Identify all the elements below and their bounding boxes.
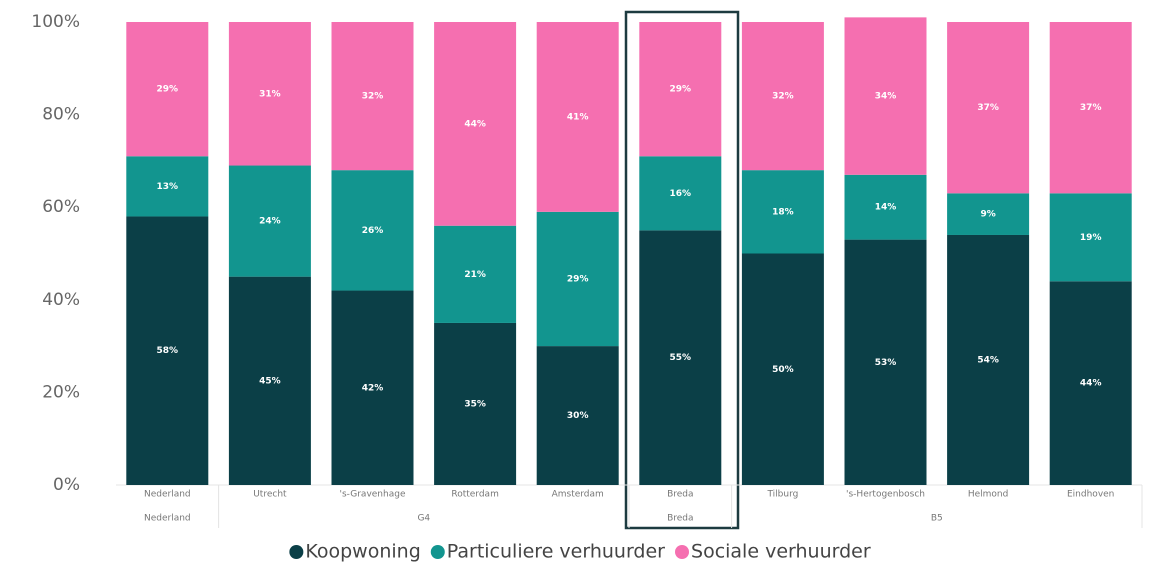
bar-segment <box>947 22 1030 194</box>
value-label: 19% <box>1080 233 1102 243</box>
value-label: 53% <box>875 358 897 368</box>
legend-marker <box>289 545 304 559</box>
value-label: 21% <box>464 270 486 280</box>
value-label: 45% <box>259 376 281 386</box>
x-tick-label: Amsterdam <box>552 490 604 500</box>
legend-label: Sociale verhuurder <box>691 541 871 563</box>
value-label: 50% <box>772 365 794 375</box>
bar-segment <box>536 211 619 347</box>
bar-segment <box>741 22 824 171</box>
bar-segment <box>741 170 824 254</box>
bar-segment <box>331 290 414 485</box>
x-tick-label: 's-Gravenhage <box>340 490 406 500</box>
legend-label: Koopwoning <box>305 541 420 563</box>
value-label: 29% <box>567 274 589 284</box>
bar-segment <box>434 22 517 226</box>
value-label: 37% <box>977 103 999 113</box>
value-label: 9% <box>980 210 995 220</box>
legend-marker <box>430 545 445 559</box>
value-label: 16% <box>670 189 692 199</box>
value-label: 44% <box>1080 379 1102 389</box>
bar-segment <box>434 225 517 323</box>
bar-segment <box>844 239 927 485</box>
bar-segment <box>331 170 414 291</box>
value-label: 32% <box>772 92 794 102</box>
bar-segment <box>126 156 209 217</box>
bar-segment <box>844 174 927 240</box>
bar-segment <box>947 193 1030 235</box>
y-tick-label: 40% <box>42 290 80 310</box>
selection-box <box>624 10 740 530</box>
bar-segment <box>639 22 722 157</box>
value-label: 44% <box>464 119 486 129</box>
legend-marker <box>675 545 690 559</box>
value-label: 32% <box>362 92 384 102</box>
bar-segment <box>1049 281 1132 485</box>
y-tick-label: 80% <box>42 105 80 125</box>
bar-segment <box>228 165 311 277</box>
group-label: Nederland <box>144 514 191 524</box>
group-label: G4 <box>417 514 430 524</box>
value-label: 26% <box>362 226 384 236</box>
bar-segment <box>228 22 311 166</box>
bar-segment <box>331 22 414 171</box>
value-label: 54% <box>977 355 999 365</box>
y-tick-label: 0% <box>53 475 80 495</box>
value-label: 35% <box>464 399 486 409</box>
value-label: 37% <box>1080 103 1102 113</box>
x-tick-label: Utrecht <box>253 490 287 500</box>
value-label: 29% <box>670 85 692 95</box>
group-label: Breda <box>667 514 693 524</box>
value-label: 41% <box>567 112 589 122</box>
bar-segment <box>228 276 311 485</box>
y-tick-label: 60% <box>42 197 80 217</box>
x-tick-label: Helmond <box>968 490 1009 500</box>
bar-segment <box>639 156 722 231</box>
bar-segment <box>844 17 927 175</box>
bar-segment <box>1049 193 1132 282</box>
bar-segment <box>1049 22 1132 194</box>
x-tick-label: 's-Hertogenbosch <box>846 490 925 500</box>
x-tick-label: Nederland <box>144 490 191 500</box>
value-label: 30% <box>567 411 589 421</box>
legend: Koopwoning Particuliere verhuurder Sociale… <box>289 541 871 563</box>
value-label: 13% <box>157 182 179 192</box>
legend-label: Particuliere verhuurder <box>447 541 665 563</box>
value-label: 31% <box>259 89 281 99</box>
y-tick-label: 100% <box>31 12 80 32</box>
group-label: B5 <box>931 514 943 524</box>
x-tick-label: Tilburg <box>766 490 798 500</box>
bar-segment <box>126 22 209 157</box>
value-label: 34% <box>875 92 897 102</box>
bar-segment <box>536 346 619 485</box>
bar-segment <box>536 22 619 212</box>
x-tick-label: Breda <box>667 490 693 500</box>
value-label: 58% <box>157 346 179 356</box>
x-tick-label: Rotterdam <box>451 490 499 500</box>
value-label: 55% <box>670 353 692 363</box>
bar-segment <box>639 230 722 485</box>
value-label: 42% <box>362 383 384 393</box>
value-label: 24% <box>259 217 281 227</box>
bar-segment <box>434 322 517 485</box>
value-label: 29% <box>157 85 179 95</box>
value-label: 18% <box>772 207 794 217</box>
x-tick-label: Eindhoven <box>1067 490 1114 500</box>
bar-segment <box>126 216 209 485</box>
y-tick-label: 20% <box>42 382 80 402</box>
bar-segment <box>947 234 1030 485</box>
value-label: 14% <box>875 203 897 213</box>
bar-segment <box>741 253 824 485</box>
